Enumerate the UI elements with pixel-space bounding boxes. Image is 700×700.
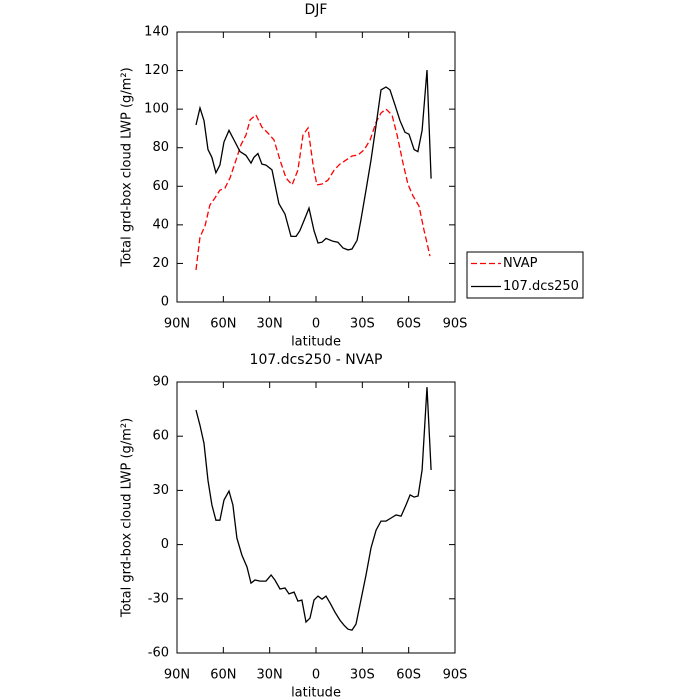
plot-frame (176, 381, 456, 654)
data-line (195, 69, 432, 251)
x-tick-label: 90S (443, 317, 468, 332)
x-axis-label: latitude (291, 686, 341, 700)
data-line (195, 387, 432, 631)
y-tick-label: 90 (152, 375, 169, 390)
chart-title: 107.dcs250 - NVAP (250, 352, 383, 368)
x-tick-label: 60S (396, 668, 421, 683)
x-tick-label: 90N (164, 317, 190, 332)
x-tick-label: 0 (312, 317, 320, 332)
y-tick-label: 20 (152, 256, 169, 271)
legend-label: NVAP (503, 256, 538, 271)
y-tick-label: 0 (161, 537, 169, 552)
data-line (195, 108, 431, 271)
x-tick-label: 30S (350, 668, 375, 683)
y-tick-label: 80 (152, 140, 169, 155)
x-tick-label: 60S (396, 317, 421, 332)
legend-box (466, 251, 584, 299)
x-tick-label: 90S (443, 668, 468, 683)
y-tick-label: 60 (152, 429, 169, 444)
y-tick-label: 40 (152, 217, 169, 232)
y-tick-label: -30 (148, 591, 169, 606)
x-tick-label: 60N (210, 317, 236, 332)
y-tick-label: 120 (144, 63, 169, 78)
y-tick-label: 60 (152, 179, 169, 194)
x-axis-label: latitude (291, 335, 341, 350)
y-tick-label: 100 (144, 102, 169, 117)
y-tick-label: -60 (148, 646, 169, 661)
y-tick-label: 140 (144, 25, 169, 40)
x-tick-label: 30N (257, 317, 283, 332)
x-tick-label: 90N (164, 668, 190, 683)
y-tick-label: 0 (161, 295, 169, 310)
y-tick-label: 30 (152, 483, 169, 498)
legend-label: 107.dcs250 (503, 279, 579, 294)
x-tick-label: 30S (350, 317, 375, 332)
x-tick-label: 0 (312, 668, 320, 683)
plot-frame (176, 31, 456, 303)
y-axis-label: Total grd-box cloud LWP (g/m²) (120, 418, 135, 618)
chart-title: DJF (305, 2, 328, 18)
x-tick-label: 60N (210, 668, 236, 683)
y-axis-label: Total grd-box cloud LWP (g/m²) (120, 67, 135, 267)
x-tick-label: 30N (257, 668, 283, 683)
